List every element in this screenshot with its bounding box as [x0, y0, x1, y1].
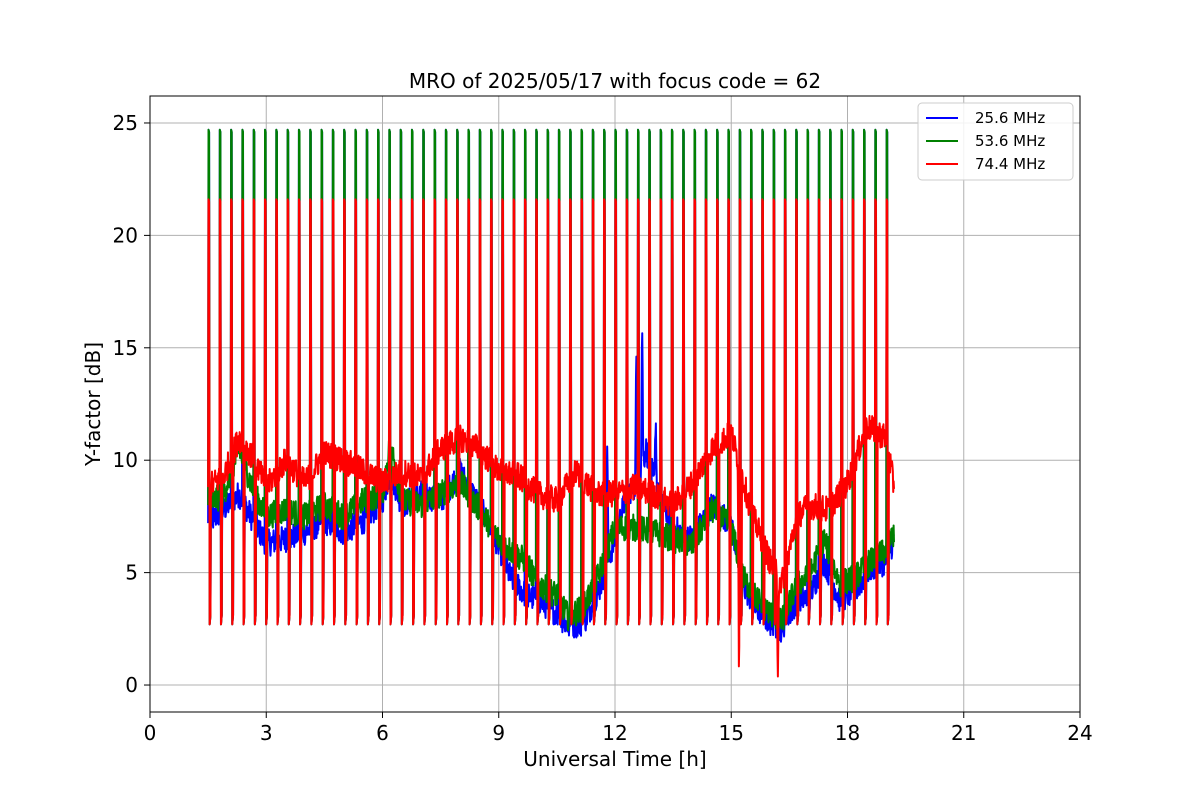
x-tick-label: 9: [492, 721, 505, 745]
legend-entry-label: 74.4 MHz: [975, 155, 1045, 173]
y-tick-label: 10: [113, 448, 138, 472]
x-tick-label: 24: [1067, 721, 1092, 745]
y-tick-label: 0: [125, 673, 138, 697]
x-tick-label: 15: [719, 721, 744, 745]
legend: 25.6 MHz 53.6 MHz 74.4 MHz: [917, 102, 1074, 181]
x-tick-label: 6: [376, 721, 389, 745]
x-axis-label: Universal Time [h]: [523, 747, 706, 771]
y-axis-label: Y-factor [dB]: [81, 342, 105, 467]
y-tick-label: 25: [113, 111, 138, 135]
x-tick-label: 0: [144, 721, 157, 745]
x-axis: 0 3 6 9 12 15 18 21 24: [144, 712, 1093, 745]
chart-title: MRO of 2025/05/17 with focus code = 62: [409, 69, 821, 93]
x-tick-label: 12: [602, 721, 627, 745]
series-line: [207, 198, 895, 678]
legend-box: [917, 102, 1074, 181]
legend-entry-label: 53.6 MHz: [975, 132, 1045, 150]
plot-area: [207, 128, 895, 678]
legend-entry-label: 25.6 MHz: [975, 109, 1045, 127]
x-tick-label: 3: [260, 721, 273, 745]
y-tick-label: 5: [125, 561, 138, 585]
y-tick-label: 20: [113, 223, 138, 247]
x-tick-label: 21: [951, 721, 976, 745]
y-tick-label: 15: [113, 336, 138, 360]
x-tick-label: 18: [835, 721, 860, 745]
y-axis: 0 5 10 15 20 25: [113, 111, 150, 697]
